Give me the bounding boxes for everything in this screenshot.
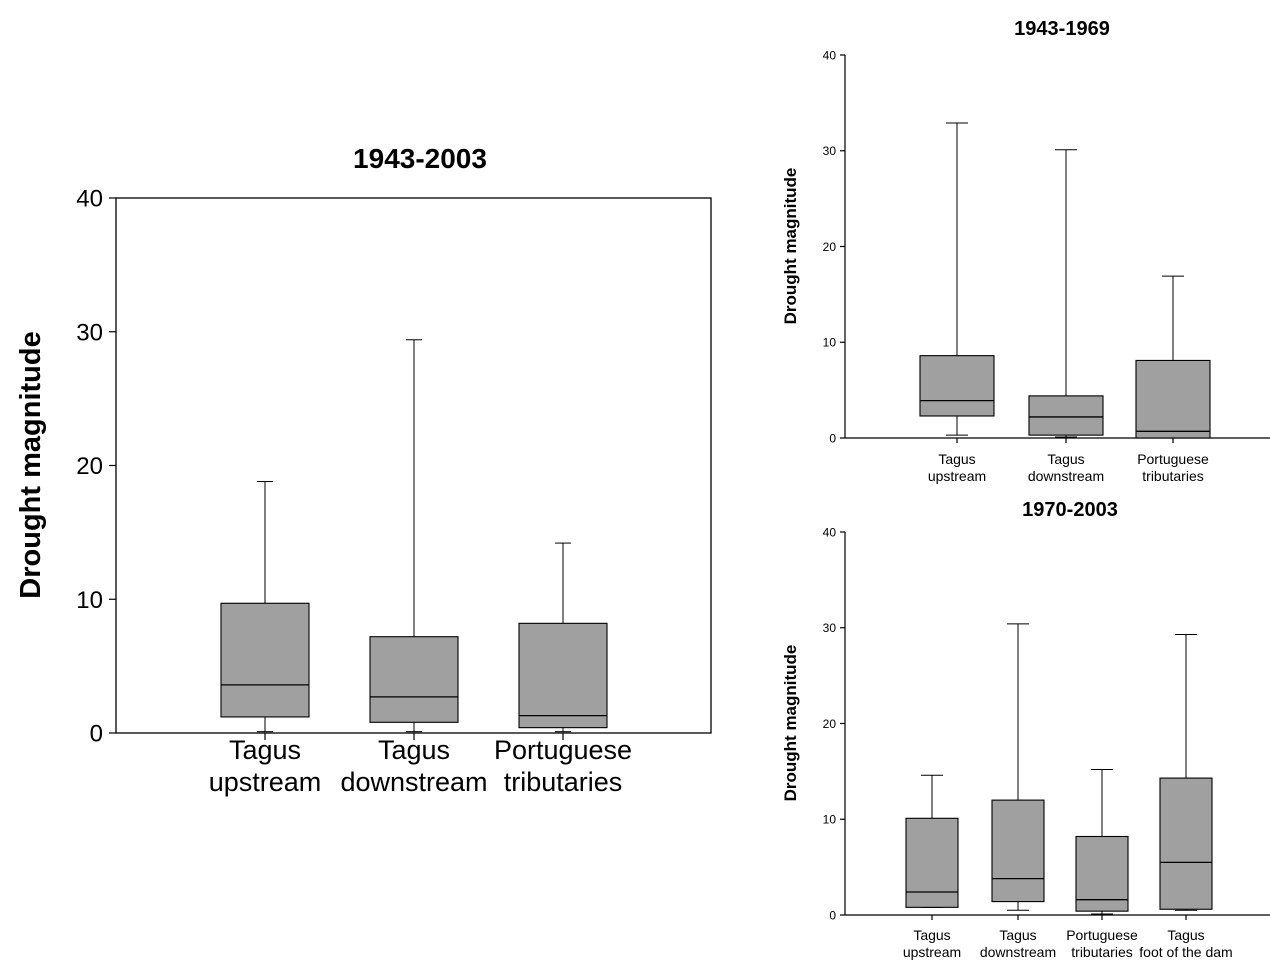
box-3: [1159, 633, 1213, 920]
box-0: [919, 122, 995, 443]
y-tick-label: 20: [823, 717, 837, 731]
y-tick-label: 20: [76, 453, 103, 480]
x-category-label: Tagus foot of the dam: [1139, 927, 1232, 960]
box-iqr: [1135, 359, 1211, 439]
x-category-label: Tagus upstream: [209, 735, 322, 797]
x-category-label: Tagus downstream: [340, 735, 487, 797]
box-1: [1028, 149, 1104, 443]
y-tick-label: 40: [823, 525, 837, 539]
x-category-label: Portuguese tributaries: [494, 735, 632, 797]
y-tick-label: 30: [823, 621, 837, 635]
x-category-label: Portuguese tributaries: [1137, 451, 1209, 484]
box-iqr: [919, 355, 995, 417]
box-iqr: [518, 622, 608, 729]
box-0: [220, 481, 310, 740]
y-tick-label: 40: [823, 48, 837, 62]
chart-title: 1943-2003: [353, 143, 487, 174]
box-1: [991, 623, 1045, 920]
y-tick-label: 0: [829, 431, 836, 445]
y-tick-label: 20: [823, 240, 837, 254]
box-0: [905, 774, 959, 920]
y-tick-label: 10: [823, 813, 837, 827]
box-iqr: [220, 602, 310, 718]
y-axis-label: Drought magnitude: [781, 645, 800, 802]
y-tick-label: 30: [823, 144, 837, 158]
box-iqr: [905, 817, 959, 908]
chart-1943-2003: 1943-2003 Drought magnitude 0 10 20 30 40 Tag…: [15, 143, 712, 797]
box-iqr: [991, 799, 1045, 903]
chart-1970-2003: 1970-2003 Drought magnitude 0 10 20 30 40 Tag…: [781, 499, 1270, 960]
x-category-label: Tagus upstream: [928, 451, 986, 484]
box-iqr: [1159, 777, 1213, 910]
y-tick-label: 10: [76, 587, 103, 614]
chart-1943-1969: 1943-1969 Drought magnitude 0 10 20 30 40 Tag…: [781, 18, 1270, 484]
y-tick-label: 40: [76, 186, 103, 213]
x-category-label: Tagus upstream: [903, 927, 961, 960]
y-tick-label: 30: [76, 319, 103, 346]
y-tick-label: 10: [823, 336, 837, 350]
x-category-label: Tagus downstream: [980, 927, 1056, 960]
x-category-label: Tagus downstream: [1028, 451, 1104, 484]
box-2: [518, 542, 608, 740]
chart-title: 1970-2003: [1022, 499, 1118, 521]
y-tick-label: 0: [90, 721, 103, 748]
y-tick-label: 0: [829, 908, 836, 922]
box-1: [369, 339, 459, 740]
y-axis-label: Drought magnitude: [781, 168, 800, 325]
box-iqr: [1075, 835, 1129, 912]
box-2: [1075, 768, 1129, 920]
y-axis-label: Drought magnitude: [15, 331, 47, 598]
box-2: [1135, 275, 1211, 443]
chart-title: 1943-1969: [1014, 18, 1110, 40]
box-iqr: [1028, 395, 1104, 436]
x-category-label: Portuguese tributaries: [1066, 927, 1138, 960]
box-iqr: [369, 636, 459, 723]
